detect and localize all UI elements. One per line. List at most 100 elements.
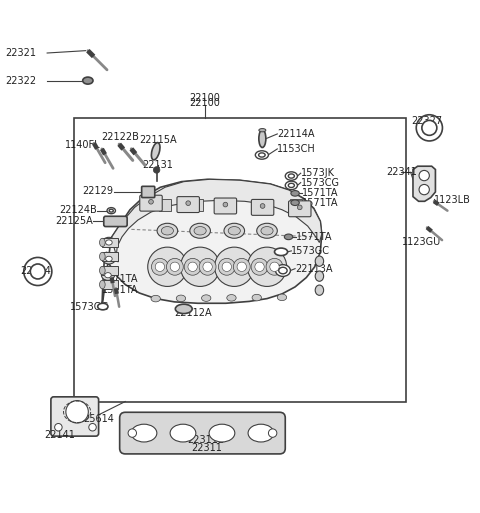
Text: 22112A: 22112A	[174, 308, 212, 318]
Text: 22114A: 22114A	[277, 129, 315, 139]
Text: 22129: 22129	[83, 186, 114, 196]
Text: 22131: 22131	[143, 160, 173, 170]
Ellipse shape	[227, 294, 236, 301]
Text: 22115A: 22115A	[139, 135, 177, 146]
Ellipse shape	[176, 295, 186, 302]
Bar	[102, 280, 118, 289]
Ellipse shape	[315, 271, 324, 281]
Ellipse shape	[277, 294, 287, 301]
Ellipse shape	[209, 424, 235, 442]
Circle shape	[152, 259, 168, 275]
Circle shape	[184, 259, 201, 275]
Ellipse shape	[315, 256, 324, 266]
Text: 22124B: 22124B	[60, 205, 97, 215]
Bar	[192, 199, 204, 211]
Text: 1573GC: 1573GC	[70, 302, 109, 311]
Ellipse shape	[279, 267, 287, 274]
Circle shape	[233, 259, 250, 275]
Ellipse shape	[107, 208, 116, 214]
Circle shape	[298, 205, 302, 210]
Ellipse shape	[259, 129, 266, 132]
Ellipse shape	[99, 252, 105, 261]
Circle shape	[148, 247, 187, 286]
FancyBboxPatch shape	[214, 198, 237, 214]
Bar	[159, 199, 171, 211]
FancyBboxPatch shape	[51, 397, 98, 436]
Text: 22144: 22144	[20, 266, 51, 277]
Circle shape	[223, 202, 228, 207]
Ellipse shape	[275, 248, 288, 255]
Text: 1123LB: 1123LB	[434, 195, 471, 205]
Circle shape	[149, 200, 153, 204]
Text: 25614: 25614	[83, 415, 114, 424]
Ellipse shape	[228, 227, 240, 235]
Ellipse shape	[102, 254, 116, 264]
Circle shape	[268, 429, 277, 437]
Ellipse shape	[151, 143, 160, 160]
Ellipse shape	[291, 190, 300, 196]
Ellipse shape	[99, 266, 105, 275]
Text: 22327: 22327	[411, 116, 443, 126]
Ellipse shape	[255, 151, 268, 159]
Ellipse shape	[284, 234, 293, 240]
Text: 1140FL: 1140FL	[65, 140, 101, 150]
Ellipse shape	[194, 227, 206, 235]
Text: 1571TA: 1571TA	[301, 188, 338, 199]
Ellipse shape	[285, 181, 298, 190]
Ellipse shape	[252, 294, 262, 301]
Bar	[258, 199, 269, 211]
FancyBboxPatch shape	[252, 200, 274, 215]
Circle shape	[270, 262, 279, 271]
Ellipse shape	[105, 272, 111, 278]
Circle shape	[251, 259, 268, 275]
Ellipse shape	[288, 174, 294, 178]
Circle shape	[155, 262, 165, 271]
Circle shape	[419, 170, 429, 181]
Ellipse shape	[257, 223, 277, 238]
Circle shape	[55, 424, 62, 431]
PathPatch shape	[102, 180, 322, 308]
Text: 22322: 22322	[5, 75, 36, 86]
Ellipse shape	[102, 238, 116, 248]
Circle shape	[89, 424, 96, 431]
Text: 22122B: 22122B	[102, 132, 140, 142]
Ellipse shape	[97, 303, 108, 310]
Text: 22341: 22341	[386, 167, 417, 177]
Circle shape	[416, 115, 443, 141]
Circle shape	[128, 429, 136, 437]
Ellipse shape	[151, 295, 160, 302]
PathPatch shape	[111, 180, 322, 262]
Text: 22141: 22141	[44, 430, 75, 440]
FancyBboxPatch shape	[104, 216, 127, 227]
Ellipse shape	[261, 227, 273, 235]
Circle shape	[186, 201, 191, 206]
Circle shape	[260, 204, 265, 208]
Bar	[102, 252, 118, 261]
Bar	[290, 199, 301, 211]
Circle shape	[30, 264, 45, 279]
Circle shape	[215, 247, 254, 286]
Ellipse shape	[131, 424, 157, 442]
Ellipse shape	[285, 172, 298, 180]
Bar	[102, 266, 118, 275]
FancyBboxPatch shape	[120, 412, 285, 454]
Circle shape	[422, 121, 437, 135]
Text: 1571TA: 1571TA	[102, 285, 139, 295]
Text: 22113A: 22113A	[295, 264, 333, 273]
Circle shape	[266, 259, 283, 275]
Text: 1573GC: 1573GC	[291, 246, 330, 256]
Ellipse shape	[99, 281, 105, 289]
Ellipse shape	[99, 238, 105, 247]
Ellipse shape	[157, 223, 178, 238]
Text: 22311: 22311	[191, 443, 222, 453]
Bar	[102, 238, 118, 247]
Ellipse shape	[248, 424, 274, 442]
FancyBboxPatch shape	[288, 201, 311, 216]
Text: 1573JK: 1573JK	[300, 168, 335, 178]
Bar	[74, 119, 406, 402]
Ellipse shape	[259, 153, 265, 157]
Text: 1571TA: 1571TA	[102, 274, 139, 284]
Text: 1153CH: 1153CH	[277, 144, 316, 154]
Circle shape	[180, 247, 220, 286]
PathPatch shape	[413, 166, 435, 201]
